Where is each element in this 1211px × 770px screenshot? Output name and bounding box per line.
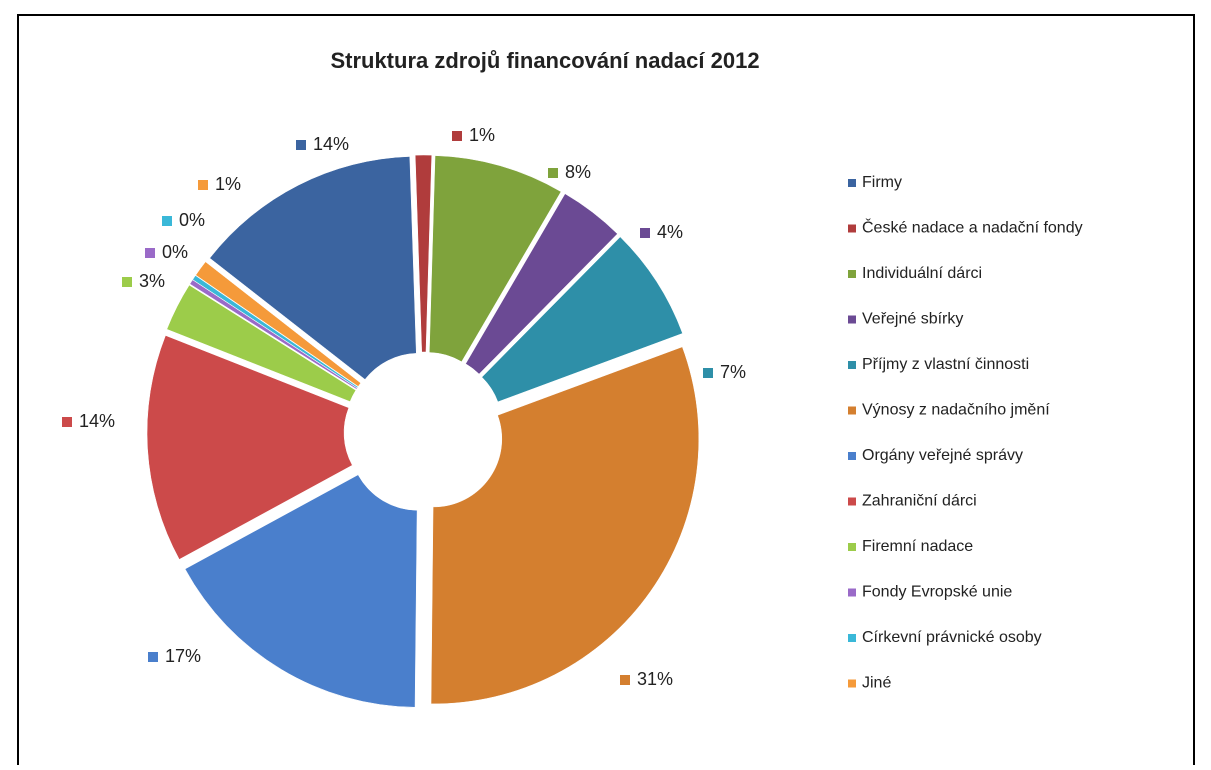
label-marker [548,168,558,178]
legend-marker [848,270,856,278]
legend-label: Církevní právnické osoby [862,629,1042,646]
slice [414,154,432,353]
legend-marker [848,588,856,597]
slice [465,193,618,375]
legend-label: Fondy Evropské unie [862,584,1012,601]
legend-label: Firmy [862,174,902,191]
legend-label: Zahraniční dárci [862,493,977,510]
legend-marker [848,497,856,506]
legend-label: Jiné [862,675,891,692]
data-label: 14% [79,411,115,431]
data-label: 4% [657,222,683,242]
legend-marker [848,224,856,233]
label-marker [703,368,713,378]
data-label: 0% [179,210,205,230]
data-label: 31% [637,669,673,689]
data-label: 17% [165,646,201,666]
legend-label: Orgány veřejné správy [862,447,1023,464]
label-marker [62,417,72,427]
slice [481,236,683,403]
label-marker [640,228,650,238]
label-marker [162,216,172,226]
slice [430,346,700,705]
legend-label: Firemní nadace [862,538,973,555]
legend-marker [848,543,856,551]
data-label: 7% [720,362,746,382]
label-marker [122,277,132,287]
slice [184,474,418,708]
legend-marker [848,361,856,369]
legend-marker [848,679,856,688]
slice [209,156,417,380]
data-label: 1% [469,125,495,145]
legend-label: Veřejné sbírky [862,311,963,328]
label-marker [296,140,306,150]
data-label: 14% [313,134,349,154]
legend-label: Výnosy z nadačního jmění [862,402,1050,419]
data-label: 3% [139,271,165,291]
slice [192,275,359,389]
legend-marker [848,406,856,415]
data-label: 1% [215,174,241,194]
frame [17,14,1195,770]
label-marker [145,248,155,258]
label-marker [198,180,208,190]
legend-marker [848,634,856,642]
data-label: 8% [565,162,591,182]
slice [146,335,353,560]
chart-title: Struktura zdrojů financování nadací 2012 [330,48,759,73]
legend-label: Individuální dárci [862,265,982,282]
label-marker [452,131,462,141]
label-marker [148,652,158,662]
legend-marker [848,179,856,187]
legend-marker [848,315,856,324]
slice [429,155,562,363]
legend-label: České nadace a nadační fondy [862,218,1083,237]
data-label: 0% [162,242,188,262]
legend-marker [848,452,856,460]
slice [166,284,357,402]
legend-label: Příjmy z vlastní činnosti [862,356,1029,373]
slice [195,261,362,387]
label-marker [620,675,630,685]
